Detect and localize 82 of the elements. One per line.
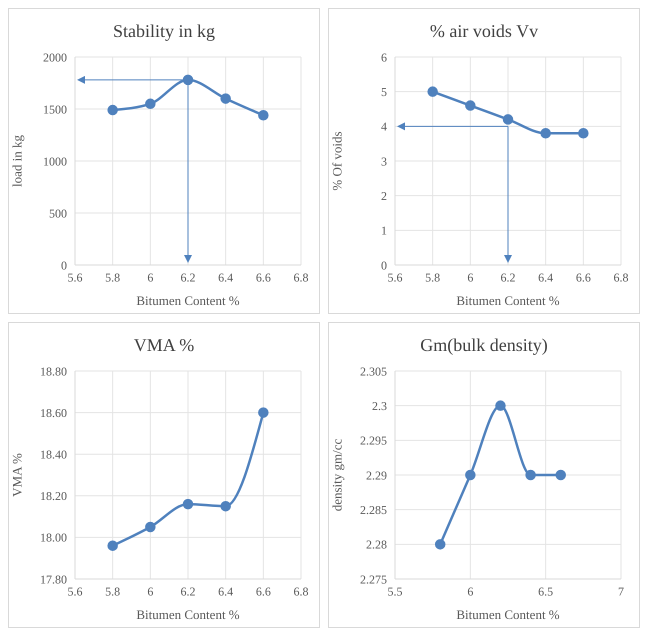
- x-tick-label: 6.6: [256, 270, 271, 285]
- y-axis-title: VMA %: [10, 452, 25, 497]
- point: [220, 500, 231, 512]
- x-tick-label: 6.8: [614, 270, 628, 285]
- chart-title: VMA %: [132, 334, 196, 357]
- y-tick-label: 6: [381, 50, 387, 64]
- y-tick-label: 18.60: [40, 406, 67, 420]
- x-tick-label: 6.8: [294, 584, 308, 599]
- x-axis-title: Bitumen Content %: [136, 607, 240, 622]
- y-tick-label: 1: [381, 224, 387, 238]
- y-tick-label: 500: [49, 206, 67, 220]
- x-tick-label: 6.2: [500, 270, 516, 285]
- x-tick-label: 5.8: [105, 270, 120, 285]
- point: [540, 128, 551, 139]
- chart-title: Gm(bulk density): [419, 334, 549, 357]
- x-tick-label: 5.5: [388, 584, 402, 599]
- x-tick-label: 5.8: [425, 270, 440, 285]
- chart-title: % air voids Vv: [428, 20, 540, 43]
- point: [434, 539, 446, 550]
- y-tick-label: 4: [381, 120, 387, 134]
- y-tick-label: 1000: [43, 154, 67, 168]
- x-tick-label: 6.6: [576, 270, 591, 285]
- y-tick-label: 2.29: [366, 468, 387, 482]
- x-tick-label: 6: [467, 584, 474, 599]
- x-tick-label: 6: [467, 270, 474, 285]
- y-tick-label: 5: [381, 84, 387, 99]
- point: [258, 407, 269, 418]
- point: [465, 470, 476, 480]
- x-tick-label: 6.4: [218, 270, 234, 285]
- y-tick-label: 2000: [43, 50, 67, 64]
- y-tick-label: 2.295: [360, 434, 387, 448]
- y-tick-label: 17.80: [40, 572, 67, 586]
- y-tick-label: 18.80: [40, 364, 67, 378]
- x-axis-title: Bitumen Content %: [456, 607, 560, 622]
- point: [258, 110, 269, 120]
- point: [182, 74, 194, 86]
- x-tick-label: 6.6: [256, 584, 271, 599]
- y-tick-label: 2.285: [360, 502, 387, 517]
- point: [182, 498, 194, 510]
- x-tick-label: 6: [147, 270, 154, 285]
- x-tick-label: 6.2: [180, 584, 196, 599]
- y-tick-label: 0: [61, 258, 67, 272]
- x-tick-label: 5.6: [68, 270, 82, 285]
- y-axis-title: load in kg: [10, 134, 25, 187]
- point: [555, 470, 566, 480]
- chart-title: Stability in kg: [112, 20, 216, 43]
- y-tick-label: 1500: [43, 102, 67, 116]
- x-tick-label: 6.5: [538, 584, 554, 599]
- point: [145, 98, 156, 110]
- y-tick-label: 18.40: [40, 447, 67, 462]
- y-tick-label: 2.275: [360, 572, 387, 586]
- y-axis-title: density gm/cc: [330, 438, 345, 512]
- point: [427, 86, 438, 97]
- y-tick-label: 0: [381, 258, 387, 272]
- point: [107, 540, 118, 551]
- point: [220, 93, 231, 104]
- point: [495, 400, 506, 411]
- x-tick-label: 6.2: [180, 270, 196, 285]
- y-tick-label: 2.28: [366, 538, 387, 552]
- y-tick-label: 2.3: [372, 398, 387, 413]
- x-axis-title: Bitumen Content %: [456, 293, 560, 308]
- y-tick-label: 2: [381, 188, 387, 203]
- y-tick-label: 3: [381, 154, 387, 168]
- y-tick-label: 18.00: [40, 530, 67, 545]
- y-tick-label: 2.305: [360, 364, 387, 378]
- x-tick-label: 5.8: [105, 584, 120, 599]
- point: [525, 470, 536, 480]
- y-axis-title: % Of voids: [330, 131, 345, 191]
- point: [107, 104, 118, 116]
- x-tick-label: 6.4: [538, 270, 554, 285]
- x-tick-label: 5.6: [388, 270, 402, 285]
- point: [502, 114, 514, 125]
- x-tick-label: 6: [147, 584, 154, 599]
- x-tick-label: 6.4: [218, 584, 234, 599]
- x-axis-title: Bitumen Content %: [136, 293, 240, 308]
- point: [465, 100, 476, 111]
- point: [578, 128, 589, 139]
- point: [145, 522, 156, 532]
- x-tick-label: 7: [618, 584, 624, 599]
- y-tick-label: 18.20: [40, 489, 67, 504]
- x-tick-label: 5.6: [68, 584, 82, 599]
- x-tick-label: 6.8: [294, 270, 308, 285]
